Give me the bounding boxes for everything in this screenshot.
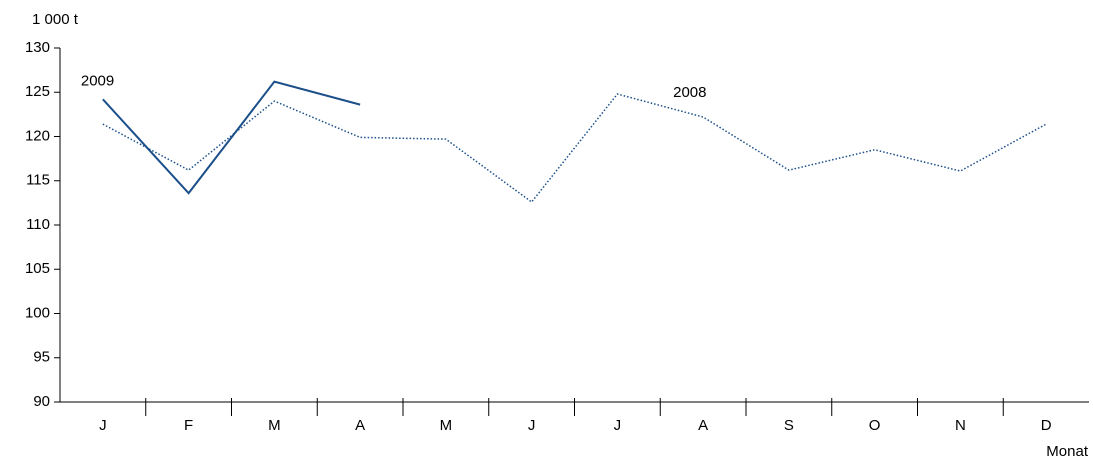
x-tick-label: N	[955, 417, 966, 434]
y-tick-label: 120	[25, 127, 50, 144]
y-tick-label: 130	[25, 39, 50, 56]
x-tick-label: J	[614, 417, 622, 434]
x-tick-label: O	[869, 417, 881, 434]
y-axis-label: 1 000 t	[32, 11, 79, 28]
y-tick-label: 115	[26, 172, 50, 189]
x-axis-label: Monat	[1046, 443, 1089, 459]
x-tick-label: D	[1041, 417, 1052, 434]
y-tick-label: 125	[25, 83, 50, 100]
series-label: 2008	[673, 84, 706, 101]
y-tick-label: 95	[33, 349, 50, 366]
x-tick-label: A	[355, 417, 365, 434]
series-line	[102, 93, 1047, 204]
series-line	[102, 80, 361, 195]
y-tick-label: 110	[26, 216, 50, 233]
y-tick-label: 100	[25, 304, 50, 321]
x-tick-label: M	[440, 417, 453, 434]
x-tick-label: J	[528, 417, 536, 434]
x-tick-label: A	[698, 417, 708, 434]
x-tick-label: M	[268, 417, 281, 434]
x-tick-label: S	[784, 417, 794, 434]
series-label: 2009	[81, 72, 114, 89]
x-tick-label: F	[184, 417, 193, 434]
x-tick-label: J	[99, 417, 107, 434]
y-tick-label: 90	[33, 393, 50, 410]
y-tick-label: 105	[25, 260, 50, 277]
